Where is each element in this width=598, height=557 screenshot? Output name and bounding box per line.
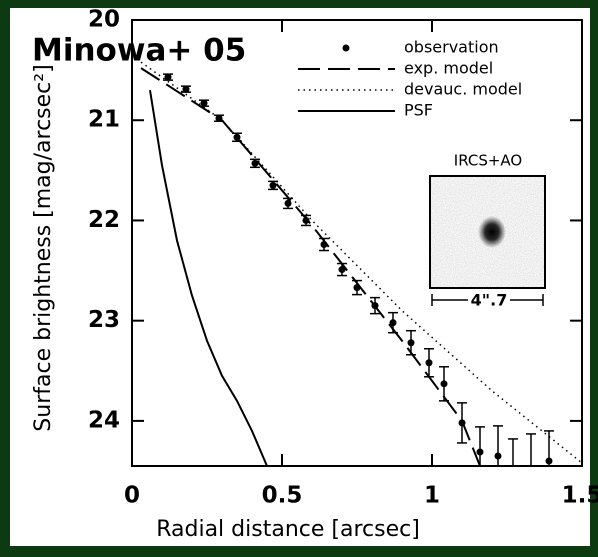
data-point	[407, 339, 415, 347]
data-point	[440, 380, 448, 388]
scale-bar-gap	[468, 290, 510, 310]
data-point	[529, 465, 533, 466]
error-bar	[526, 433, 536, 466]
data-point	[284, 199, 292, 207]
legend-label: PSF	[404, 101, 433, 120]
x-axis-label: Radial distance [arcsec]	[156, 517, 420, 542]
error-bar	[508, 438, 518, 466]
data-point	[338, 266, 346, 274]
legend-label: exp. model	[404, 59, 493, 78]
model-line	[140, 61, 582, 464]
data-point	[545, 457, 553, 465]
inset-title: IRCS+AO	[454, 152, 522, 170]
y-tick-label: 22	[88, 207, 120, 233]
inset-source	[478, 216, 506, 248]
scale-bar-label: 4".7	[471, 291, 508, 310]
data-point	[389, 319, 397, 327]
x-tick-label: 0	[124, 483, 140, 509]
data-point	[200, 99, 208, 107]
legend-symbol	[342, 44, 350, 52]
data-point	[182, 85, 190, 93]
plot-area	[140, 61, 582, 466]
model-line	[149, 89, 268, 466]
data-point	[269, 181, 277, 189]
x-tick-label: 0.5	[262, 483, 303, 509]
y-tick-label: 20	[88, 7, 120, 33]
data-point	[164, 73, 172, 81]
y-axis-label: Surface brightness [mag/arcsec²]	[31, 64, 56, 431]
x-tick-label: 1	[424, 483, 440, 509]
plot-frame	[131, 19, 583, 467]
data-point	[511, 465, 515, 466]
data-point	[476, 448, 484, 456]
inset-frame	[429, 175, 546, 289]
inset: IRCS+AO 4".7	[429, 152, 546, 310]
legend-label: devauc. model	[404, 80, 522, 99]
data-point	[494, 452, 502, 460]
y-tick-label: 21	[88, 107, 120, 133]
data-point	[425, 359, 433, 367]
y-tick-label: 24	[88, 407, 120, 433]
model-line	[140, 67, 481, 466]
chart-title: Minowa+ 05	[32, 33, 246, 69]
y-tick-label: 23	[88, 307, 120, 333]
legend-label: observation	[404, 38, 499, 57]
data-point	[302, 216, 310, 224]
x-tick-label: 1.5	[562, 483, 598, 509]
